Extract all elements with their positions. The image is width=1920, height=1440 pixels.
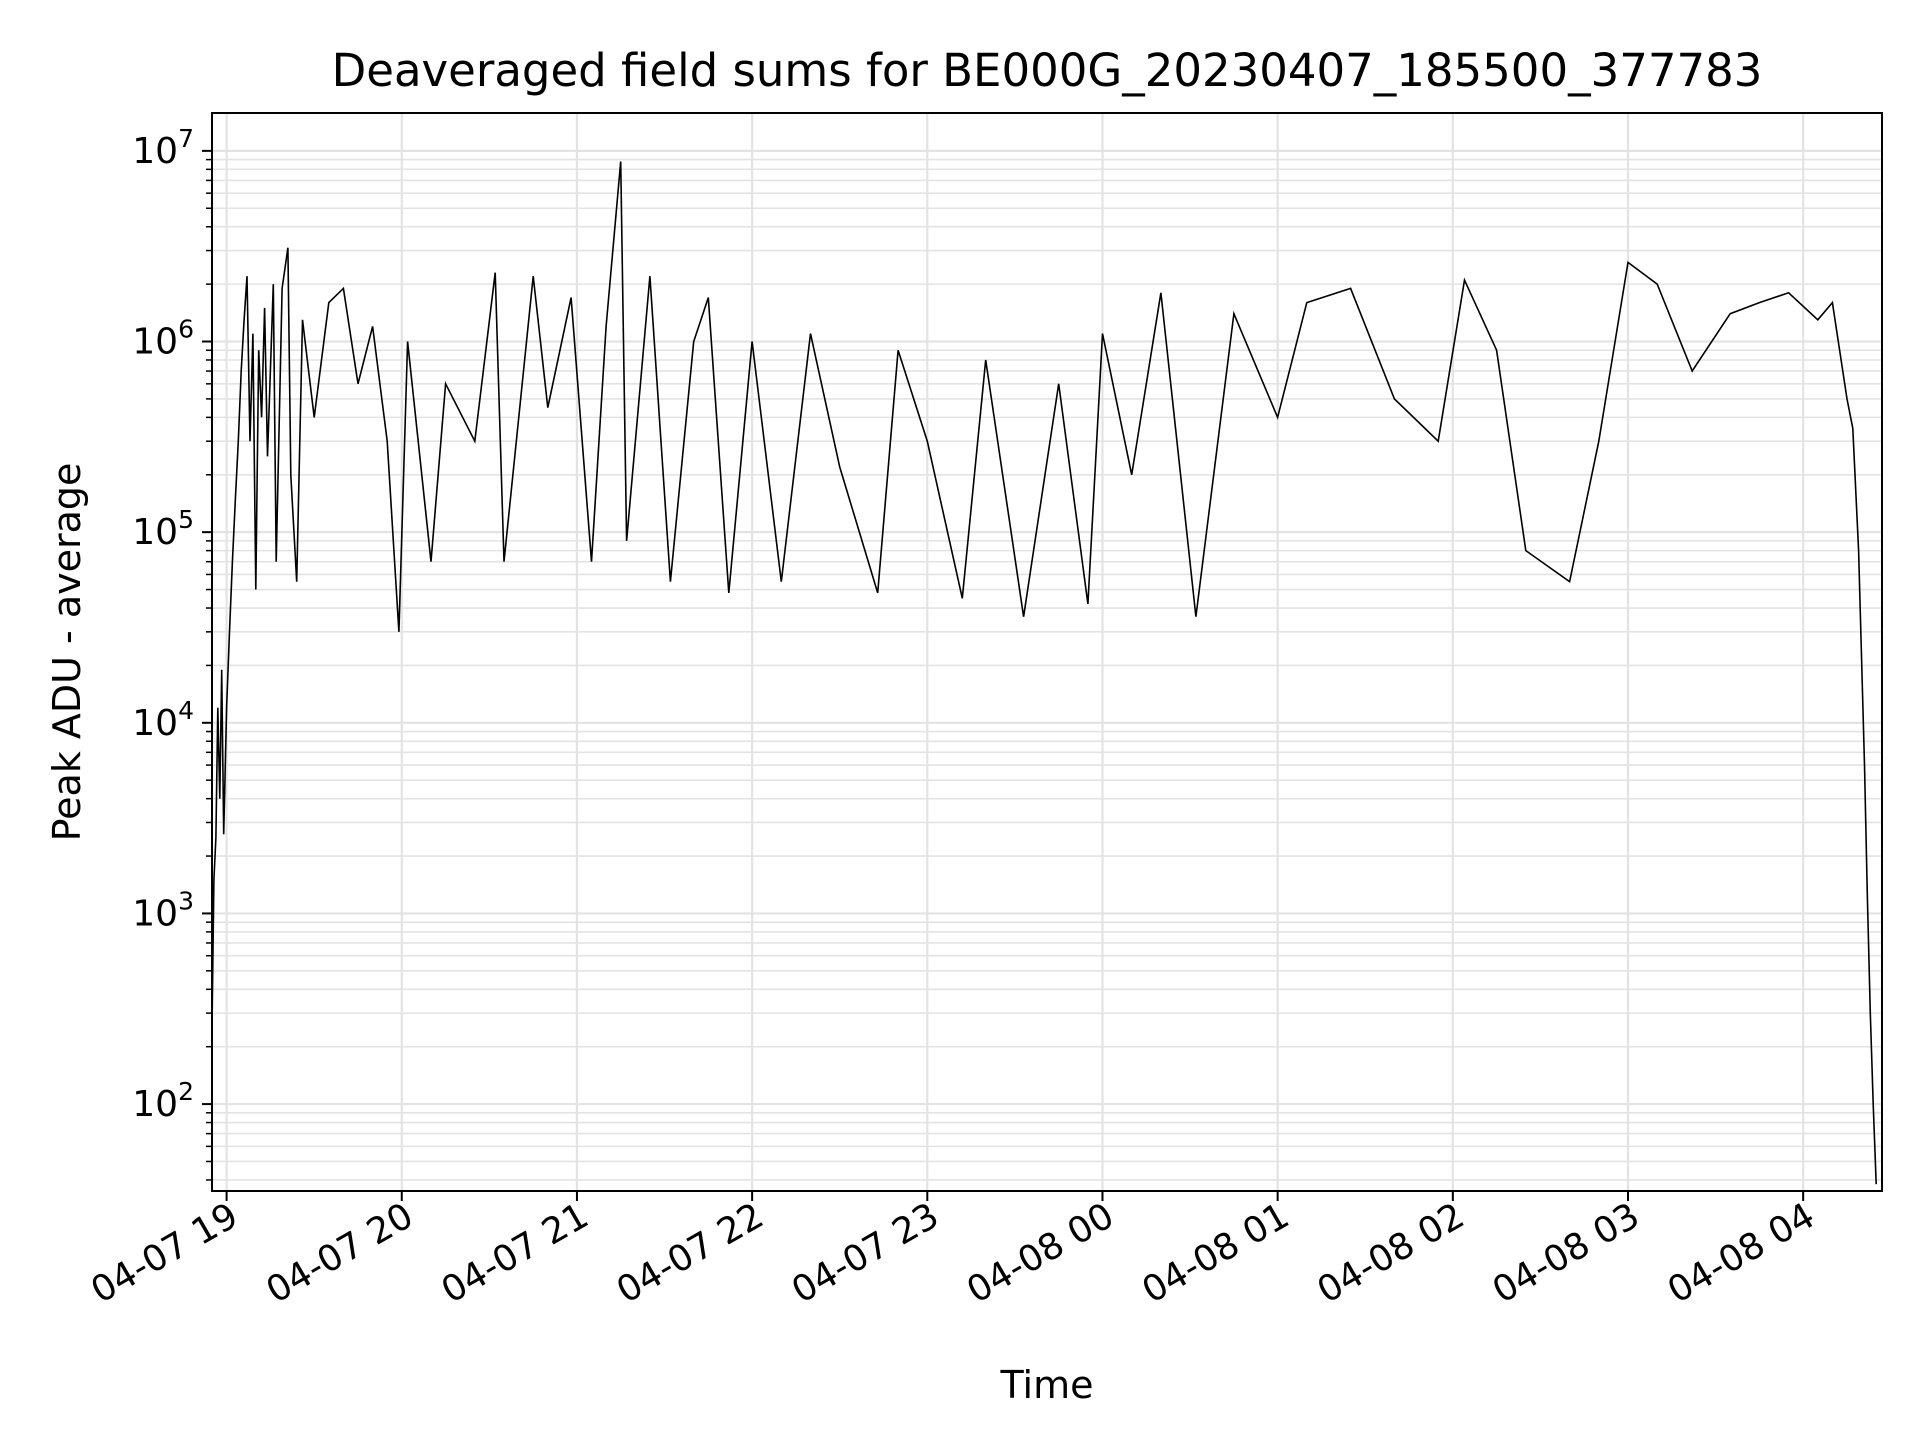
y-tick-label: 106 <box>132 315 194 363</box>
plot-frame <box>211 112 1883 1192</box>
y-axis-label: Peak ADU - average <box>45 463 89 842</box>
y-axis: 102 103 104 105 106 107 <box>132 124 212 1181</box>
y-tick-label: 102 <box>132 1077 194 1125</box>
grid <box>212 113 1882 1191</box>
y-tick-label: 103 <box>132 886 194 934</box>
x-axis-label: Time <box>1000 1363 1094 1407</box>
series-line <box>211 161 1877 1185</box>
chart-title: Deaveraged field sums for BE000G_2023040… <box>332 44 1763 97</box>
data-series <box>211 161 1877 1185</box>
y-tick-label: 105 <box>132 505 194 553</box>
y-tick-label: 104 <box>132 696 194 744</box>
y-tick-label: 107 <box>132 124 194 172</box>
